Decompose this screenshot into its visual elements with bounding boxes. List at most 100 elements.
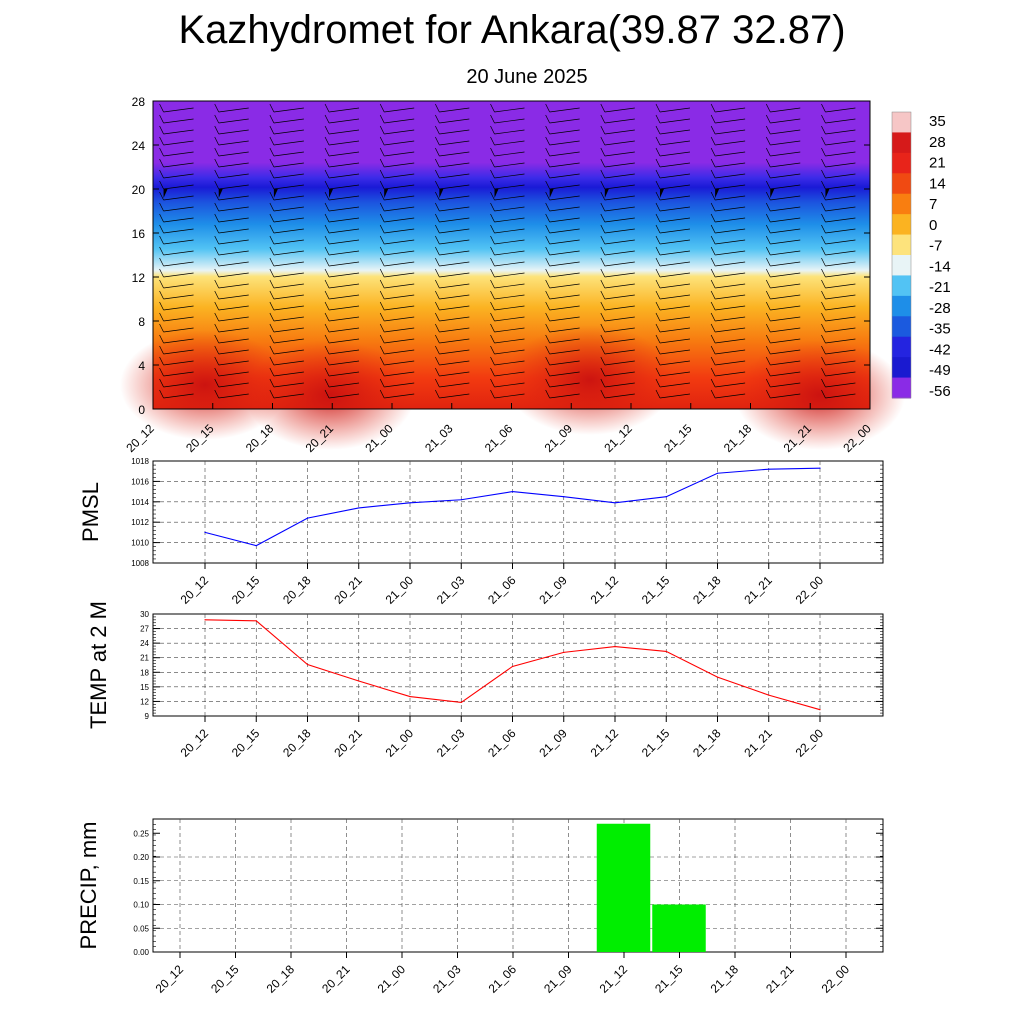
wind-barb-flag — [159, 191, 164, 201]
x-tick-label: 20_12 — [153, 962, 187, 996]
wind-barb — [273, 338, 304, 344]
wind-barb — [384, 250, 415, 256]
wind-barb — [273, 305, 304, 311]
wind-barb — [549, 184, 580, 190]
wind-barb — [494, 305, 525, 311]
wind-barb — [604, 239, 635, 245]
wind-barb-flag — [545, 334, 550, 344]
wind-barb — [163, 382, 194, 388]
wind-barb — [218, 294, 249, 300]
wind-barb-flag — [159, 301, 164, 311]
wind-barb-flag — [159, 334, 164, 344]
wind-barb-flag — [269, 136, 275, 146]
wind-barb-flag — [821, 345, 826, 355]
wind-barb-flag — [269, 268, 275, 278]
wind-barb-flag — [159, 345, 164, 355]
colorbar-label: -49 — [929, 362, 951, 379]
x-tick-label: 20_21 — [331, 726, 365, 760]
x-tick-label: 21_21 — [741, 573, 775, 607]
wind-barb-flag — [655, 114, 661, 124]
x-tick-label: 21_09 — [536, 573, 570, 607]
wind-barb — [604, 173, 635, 179]
wind-barb-flag — [655, 191, 661, 201]
colorbar-swatch — [892, 193, 911, 215]
y-tick-label: 0.05 — [133, 924, 149, 933]
wind-barb — [218, 107, 249, 113]
wind-barb — [770, 195, 801, 201]
wind-barb — [439, 239, 470, 245]
wind-barb-flag — [490, 114, 495, 124]
wind-barb-flag — [490, 136, 495, 146]
wind-barb-flag — [214, 290, 220, 300]
wind-barb — [328, 195, 360, 201]
wind-barb-flag — [490, 147, 495, 157]
series-point — [358, 680, 360, 682]
wind-barb-flag — [269, 158, 275, 168]
wind-barb — [384, 107, 415, 113]
wind-barb — [328, 261, 360, 267]
wind-barb-flag — [765, 103, 771, 113]
wind-barb — [770, 162, 801, 168]
wind-barb — [218, 283, 249, 289]
wind-barb — [273, 173, 304, 179]
wind-barb — [825, 327, 856, 333]
wind-barb-flag — [765, 191, 771, 201]
wind-barb-flag — [710, 224, 716, 234]
x-tick-label: 22_00 — [793, 726, 827, 760]
x-tick-label: 22_00 — [819, 962, 853, 996]
wind-barb — [715, 217, 746, 223]
wind-barb — [715, 250, 746, 256]
wind-barb — [770, 140, 801, 146]
wind-barb — [328, 129, 360, 135]
wind-barb — [659, 250, 691, 256]
wind-barb-flag — [435, 367, 440, 377]
wind-barb — [604, 360, 635, 366]
x-tick-label: 21_03 — [422, 421, 456, 455]
wind-barb — [825, 151, 856, 157]
wind-barb-flag — [545, 235, 550, 245]
wind-barb-flag — [159, 257, 164, 267]
wind-barb-flag — [710, 114, 716, 124]
y-tick-label: 4 — [138, 359, 145, 373]
wind-barb-flag — [324, 389, 330, 399]
wind-barb — [825, 228, 856, 234]
wind-barb-flag — [435, 224, 440, 234]
wind-barb-flag — [655, 345, 661, 355]
wind-barb — [218, 140, 249, 146]
wind-barb — [770, 272, 801, 278]
wind-barb-flag — [765, 345, 771, 355]
wind-barb-flag — [655, 180, 661, 190]
wind-barb-flag — [710, 367, 716, 377]
wind-barb-flag — [600, 114, 606, 124]
series-point — [563, 496, 565, 498]
wind-barb — [825, 349, 856, 355]
wind-barb — [549, 118, 580, 124]
wind-barb-flag — [545, 246, 550, 256]
wind-barb — [439, 151, 470, 157]
wind-barb-pennant — [494, 189, 499, 198]
wind-barb — [439, 283, 470, 289]
wind-barb-flag — [435, 301, 440, 311]
wind-barb-flag — [821, 169, 826, 179]
wind-barb-flag — [159, 125, 164, 135]
wind-barb — [659, 239, 691, 245]
wind-barb — [549, 338, 580, 344]
wind-barb-flag — [655, 312, 661, 322]
wind-barb — [494, 327, 525, 333]
wind-barb — [494, 294, 525, 300]
y-tick-label: 9 — [145, 712, 150, 721]
wind-barb — [770, 118, 801, 124]
wind-barb-flag — [324, 257, 330, 267]
wind-barb-flag — [379, 235, 385, 245]
wind-barb-flag — [379, 158, 385, 168]
x-tick-label: 21_09 — [541, 962, 575, 996]
wind-barb-flag — [765, 257, 771, 267]
wind-barb-flag — [159, 235, 164, 245]
colorbar-swatch — [892, 112, 911, 133]
wind-barb — [439, 250, 470, 256]
wind-barb-flag — [600, 246, 606, 256]
panel-frame — [152, 613, 884, 717]
wind-barb — [825, 371, 856, 377]
x-tick-label: 21_03 — [434, 726, 468, 760]
y-tick-label: 24 — [132, 139, 146, 153]
